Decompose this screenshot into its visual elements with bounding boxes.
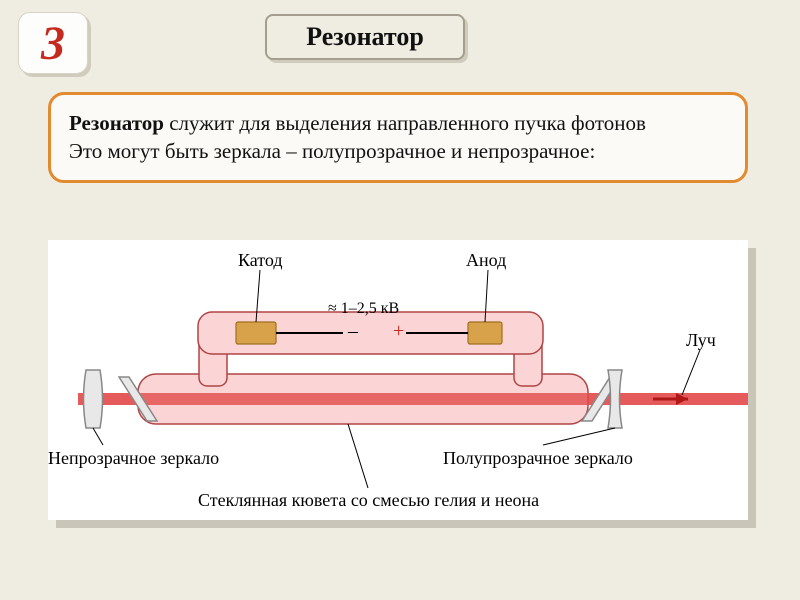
diagram-svg [48, 240, 748, 520]
label-cuvette: Стеклянная кювета со смесью гелия и неон… [198, 490, 539, 511]
label-mirror-opaque: Непрозрачное зеркало [48, 448, 219, 469]
diagram-canvas: Катод Анод ≈ 1–2,5 кВ – + Луч Непрозрачн… [48, 240, 748, 520]
description-bold-lead: Резонатор [69, 111, 164, 135]
slide-number-badge: 3 [18, 12, 88, 74]
laser-diagram: Катод Анод ≈ 1–2,5 кВ – + Луч Непрозрачн… [48, 240, 748, 520]
label-plus: + [393, 320, 404, 343]
label-mirror-semi: Полупрозрачное зеркало [443, 448, 633, 469]
description-line-2: Это могут быть зеркала – полупрозрачное … [69, 137, 727, 165]
label-anode: Анод [466, 250, 506, 271]
label-voltage: ≈ 1–2,5 кВ [328, 300, 399, 318]
label-cathode: Катод [238, 250, 283, 271]
slide-title: Резонатор [306, 22, 424, 52]
label-beam: Луч [686, 330, 716, 351]
label-minus: – [348, 320, 358, 343]
description-box: Резонатор служит для выделения направлен… [48, 92, 748, 183]
slide-number: 3 [41, 16, 65, 71]
description-line-1: Резонатор служит для выделения направлен… [69, 109, 727, 137]
title-box: Резонатор [265, 14, 465, 60]
description-line1-rest: служит для выделения направленного пучка… [164, 111, 646, 135]
